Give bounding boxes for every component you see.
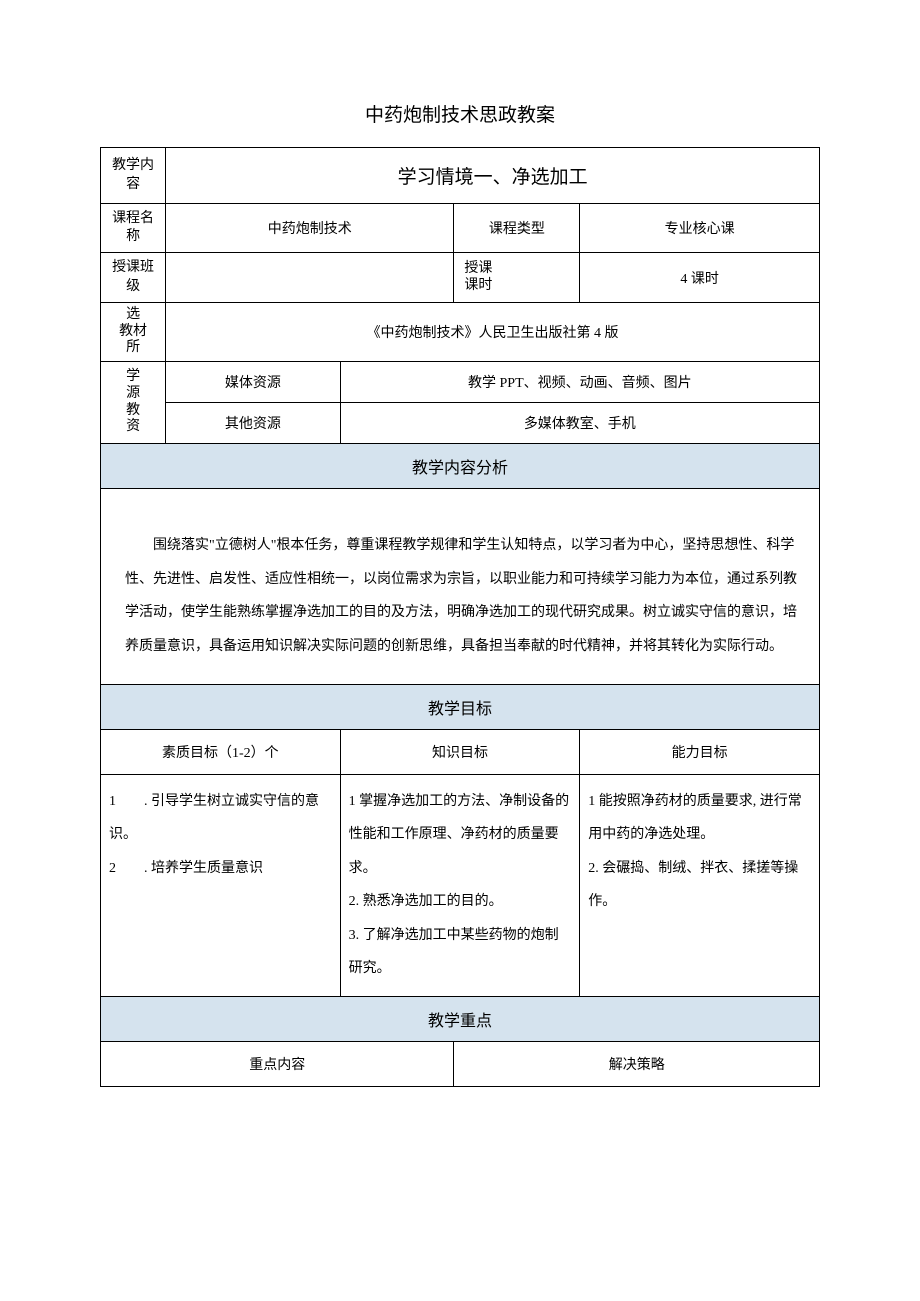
goals-section-title: 教学目标 bbox=[101, 684, 820, 729]
focus-col1-header: 重点内容 bbox=[101, 1042, 454, 1087]
other-label: 其他资源 bbox=[166, 403, 341, 444]
focus-col2-header: 解决策略 bbox=[454, 1042, 820, 1087]
row-goals-columns: 素质目标（1-2）个 知识目标 能力目标 bbox=[101, 729, 820, 774]
hours-label: 授课 课时 bbox=[454, 253, 580, 302]
media-label: 媒体资源 bbox=[166, 362, 341, 403]
course-name-value: 中药炮制技术 bbox=[166, 204, 454, 253]
row-textbook: 选 教材 所 《中药炮制技术》人民卫生出版社第 4 版 bbox=[101, 302, 820, 361]
teaching-content-label: 教学内容 bbox=[101, 148, 166, 204]
lesson-plan-table: 教学内容 学习情境一、净选加工 课程名称 中药炮制技术 课程类型 专业核心课 授… bbox=[100, 147, 820, 1087]
class-label: 授课班级 bbox=[101, 253, 166, 302]
row-goals-header: 教学目标 bbox=[101, 684, 820, 729]
focus-section-title: 教学重点 bbox=[101, 997, 820, 1042]
analysis-body: 围绕落实"立德树人"根本任务，尊重课程教学规律和学生认知特点，以学习者为中心，坚… bbox=[101, 489, 820, 684]
row-course-name: 课程名称 中药炮制技术 课程类型 专业核心课 bbox=[101, 204, 820, 253]
course-name-label: 课程名称 bbox=[101, 204, 166, 253]
row-focus-header: 教学重点 bbox=[101, 997, 820, 1042]
goals-col2-header: 知识目标 bbox=[340, 729, 580, 774]
row-analysis-header: 教学内容分析 bbox=[101, 444, 820, 489]
resources-label: 学 源 教 资 bbox=[101, 362, 166, 444]
analysis-section-title: 教学内容分析 bbox=[101, 444, 820, 489]
other-value: 多媒体教室、手机 bbox=[340, 403, 819, 444]
goals-col2-body: 1 掌握净选加工的方法、净制设备的性能和工作原理、净药材的质量要求。 2. 熟悉… bbox=[340, 774, 580, 997]
textbook-label: 选 教材 所 bbox=[101, 302, 166, 361]
class-value bbox=[166, 253, 454, 302]
goals-col1-header: 素质目标（1-2）个 bbox=[101, 729, 341, 774]
row-class-hours: 授课班级 授课 课时 4 课时 bbox=[101, 253, 820, 302]
goals-col3-body: 1 能按照净药材的质量要求, 进行常用中药的净选处理。 2. 会碾捣、制绒、拌衣… bbox=[580, 774, 820, 997]
row-analysis-body: 围绕落实"立德树人"根本任务，尊重课程教学规律和学生认知特点，以学习者为中心，坚… bbox=[101, 489, 820, 684]
goals-col3-header: 能力目标 bbox=[580, 729, 820, 774]
course-type-value: 专业核心课 bbox=[580, 204, 820, 253]
row-goals-body: 1 . 引导学生树立诚实守信的意识。 2 . 培养学生质量意识 1 掌握净选加工… bbox=[101, 774, 820, 997]
hours-value: 4 课时 bbox=[580, 253, 820, 302]
textbook-value: 《中药炮制技术》人民卫生出版社第 4 版 bbox=[166, 302, 820, 361]
course-type-label: 课程类型 bbox=[454, 204, 580, 253]
row-teaching-content: 教学内容 学习情境一、净选加工 bbox=[101, 148, 820, 204]
context-title: 学习情境一、净选加工 bbox=[166, 148, 820, 204]
row-focus-columns: 重点内容 解决策略 bbox=[101, 1042, 820, 1087]
goals-col1-body: 1 . 引导学生树立诚实守信的意识。 2 . 培养学生质量意识 bbox=[101, 774, 341, 997]
media-value: 教学 PPT、视频、动画、音频、图片 bbox=[340, 362, 819, 403]
row-media-resources: 学 源 教 资 媒体资源 教学 PPT、视频、动画、音频、图片 bbox=[101, 362, 820, 403]
row-other-resources: 其他资源 多媒体教室、手机 bbox=[101, 403, 820, 444]
document-title: 中药炮制技术思政教案 bbox=[100, 100, 820, 127]
